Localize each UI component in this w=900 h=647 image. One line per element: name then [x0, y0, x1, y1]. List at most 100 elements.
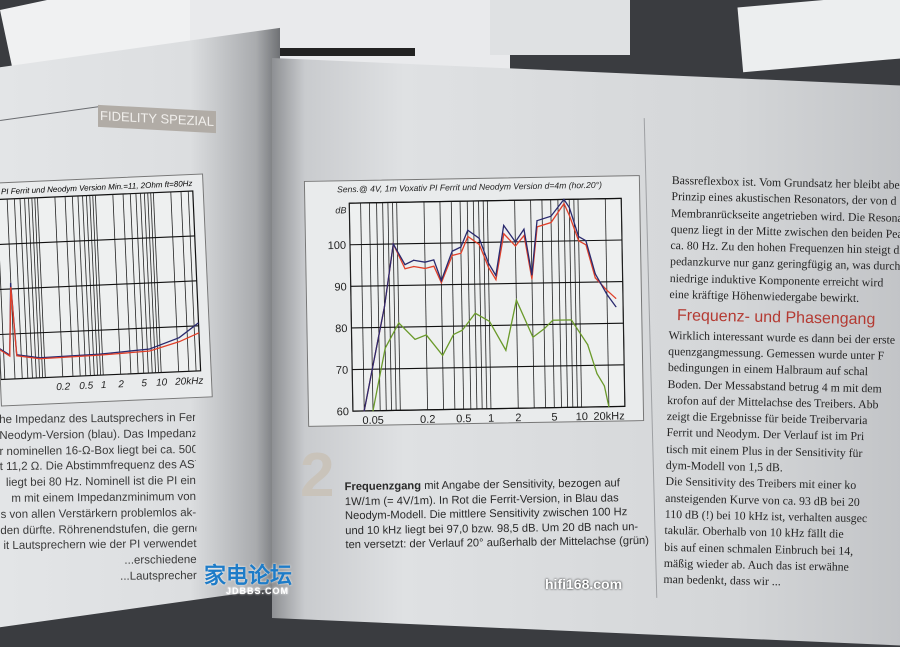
- grid-line-vertical: [348, 203, 354, 412]
- data-point-neodym: [594, 273, 596, 275]
- grid-line-vertical: [360, 202, 365, 411]
- impedance-curve-ferrit: [0, 286, 200, 360]
- data-point-off-axis: [543, 328, 545, 330]
- grid-line-vertical: [387, 202, 392, 411]
- background-paper-dark-strip: [275, 48, 415, 56]
- data-point-off-axis: [414, 338, 416, 340]
- caption-line: s von allen Verstärkern problemlos ak-: [0, 506, 197, 521]
- data-point-ferrit: [413, 265, 415, 268]
- data-point-off-axis: [372, 410, 374, 412]
- data-point-ferrit: [433, 265, 435, 267]
- data-point-neodym: [585, 240, 587, 242]
- data-point-neodym: [503, 224, 505, 227]
- x-tick-label: 0.5: [456, 413, 472, 425]
- caption-bold: Frequenzgang: [344, 480, 422, 494]
- data-point-neodym: [536, 220, 538, 222]
- grid-line-horizontal: [0, 325, 199, 336]
- x-tick-label: 20kHz: [174, 376, 204, 388]
- data-point-neodym: [460, 246, 462, 248]
- data-point-neodym: [563, 198, 565, 201]
- y-tick-label: 100: [328, 240, 347, 252]
- frequency-response-plot: 60 70 80 90 100 dB 0.05 0.2 0.5 1 2 5 10 20kHz: [328, 197, 626, 426]
- x-tick-label: 5: [141, 378, 147, 389]
- data-point-neodym: [404, 263, 406, 266]
- grid-line-vertical: [439, 201, 444, 410]
- data-point-ferrit: [495, 279, 497, 281]
- data-point-neodym: [531, 274, 533, 276]
- x-tick-label: 10: [156, 377, 168, 388]
- data-point-neodym: [514, 241, 516, 243]
- y-tick-label: 80: [335, 323, 347, 335]
- data-point-ferrit: [404, 268, 406, 270]
- grid-line-vertical: [472, 200, 478, 409]
- x-tick-label: 1: [488, 413, 494, 425]
- impedance-chart: ...dance Voxativ PI Ferrit und Neodym Ve…: [0, 173, 213, 407]
- watermark-hifi168: hifi168.com: [545, 576, 623, 592]
- data-point-ferrit: [563, 202, 565, 205]
- data-point-neodym: [451, 250, 453, 252]
- series-line-ferrit: [363, 202, 617, 412]
- impedance-plot: 0.2 0.5 1 2 5 10 20kHz: [0, 190, 204, 393]
- grid-line-vertical: [530, 199, 535, 408]
- x-tick-label: 1: [101, 380, 107, 391]
- x-tick-label: 2: [117, 379, 124, 390]
- data-point-off-axis: [532, 336, 534, 338]
- grid-line-vertical: [604, 198, 610, 407]
- data-point-ferrit: [487, 266, 490, 268]
- data-point-off-axis: [505, 349, 507, 351]
- watermark-logo-jdbbs: 家电论坛 JDBBS.COM: [204, 558, 292, 596]
- grid-line-vertical: [392, 202, 397, 411]
- caption-line: m mit einem Impedanzminimum von: [11, 490, 197, 505]
- data-point-ferrit: [568, 215, 571, 217]
- data-point-neodym: [568, 207, 570, 209]
- data-point-neodym: [392, 243, 394, 245]
- x-tick-label: 0.2: [56, 381, 71, 393]
- x-tick-label: 0.5: [79, 380, 94, 392]
- data-point-off-axis: [425, 334, 427, 336]
- background-paper: [490, 0, 630, 55]
- grid-line-horizontal: [0, 280, 197, 291]
- data-point-neodym: [495, 274, 497, 277]
- data-point-neodym: [523, 228, 525, 230]
- data-point-off-axis: [474, 312, 476, 314]
- grid-line-horizontal: [349, 197, 622, 204]
- data-point-neodym: [550, 215, 552, 217]
- data-point-neodym: [413, 259, 415, 261]
- y-tick-label: 70: [336, 365, 348, 377]
- data-point-ferrit: [550, 221, 552, 224]
- series-line-neodym: [363, 198, 617, 412]
- data-point-neodym: [478, 237, 480, 239]
- grid-line-vertical: [482, 200, 488, 409]
- caption-line: Neodym-Version (blau). Das Impedanzmi-: [0, 427, 197, 442]
- data-point-off-axis: [488, 320, 491, 322]
- data-point-ferrit: [615, 297, 617, 299]
- x-tick-label: 10: [576, 411, 588, 423]
- grid-line-vertical: [557, 199, 562, 408]
- grid-line-horizontal: [349, 239, 622, 246]
- data-point-ferrit: [523, 234, 525, 237]
- data-point-neodym: [440, 280, 442, 282]
- data-point-neodym: [487, 262, 490, 264]
- figure-caption: Frequenzgang mit Angabe der Sensitivity,…: [345, 476, 656, 553]
- data-point-off-axis: [587, 344, 589, 346]
- data-point-neodym: [363, 410, 365, 412]
- data-point-neodym: [424, 261, 426, 263]
- figure-number: 2: [300, 441, 335, 510]
- data-point-ferrit: [451, 254, 453, 257]
- caption-text: mit Angabe der Sensitivity, bezogen auf: [420, 477, 620, 493]
- data-point-neodym: [371, 368, 373, 370]
- data-point-ferrit: [531, 278, 533, 280]
- data-point-off-axis: [515, 299, 517, 301]
- data-point-ferrit: [478, 243, 480, 246]
- grid-line-vertical: [514, 200, 519, 409]
- watermark-text: 家电论坛: [204, 563, 293, 588]
- watermark-subtext: JDBBS.COM: [226, 586, 290, 596]
- caption-line: ...Lautsprecher: [120, 569, 197, 583]
- grid-line-vertical: [459, 201, 465, 410]
- grid-line-vertical: [478, 200, 483, 409]
- grid-line-vertical: [577, 199, 583, 408]
- x-tick-label: 2: [515, 412, 521, 424]
- x-tick-label: 0.2: [420, 414, 436, 426]
- grid-line-vertical: [396, 202, 401, 411]
- background-paper: [737, 0, 900, 73]
